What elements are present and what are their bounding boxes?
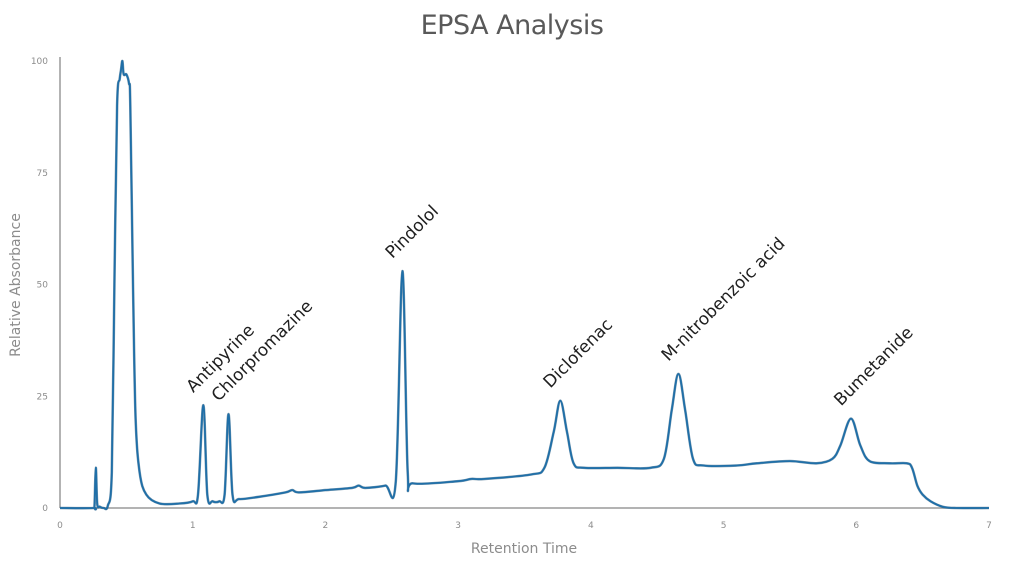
y-axis-label: Relative Absorbance <box>8 213 24 357</box>
peak-label: Diclofenac <box>540 315 617 392</box>
peak-label: Pindolol <box>382 202 443 263</box>
y-tick-label: 25 <box>37 392 48 402</box>
x-tick-label: 2 <box>323 521 329 531</box>
y-tick-label: 50 <box>37 281 49 291</box>
x-tick-label: 1 <box>190 521 196 531</box>
y-tick-label: 75 <box>37 169 48 179</box>
y-tick-label: 100 <box>31 57 48 67</box>
x-tick-label: 0 <box>57 521 63 531</box>
x-axis-label: Retention Time <box>471 541 577 557</box>
tick-labels: 0 1 2 3 4 5 6 7 0 25 50 75 100 <box>31 57 992 531</box>
peak-label: Bumetanide <box>830 323 917 410</box>
chromatogram-line-path <box>59 60 990 511</box>
chromatogram-line-shadow <box>59 59 990 511</box>
x-tick-label: 3 <box>455 521 461 531</box>
chromatogram-line <box>59 59 990 511</box>
x-tick-label: 7 <box>986 521 992 531</box>
y-tick-label: 0 <box>42 504 48 514</box>
axes <box>59 57 989 509</box>
x-tick-label: 5 <box>721 521 727 531</box>
peak-label: M-nitrobenzoic acid <box>658 234 790 366</box>
x-tick-label: 6 <box>853 521 859 531</box>
chart-title: EPSA Analysis <box>420 10 604 41</box>
x-tick-label: 4 <box>588 521 594 531</box>
peak-labels: AntipyrineChlorpromazinePindololDiclofen… <box>183 202 918 411</box>
